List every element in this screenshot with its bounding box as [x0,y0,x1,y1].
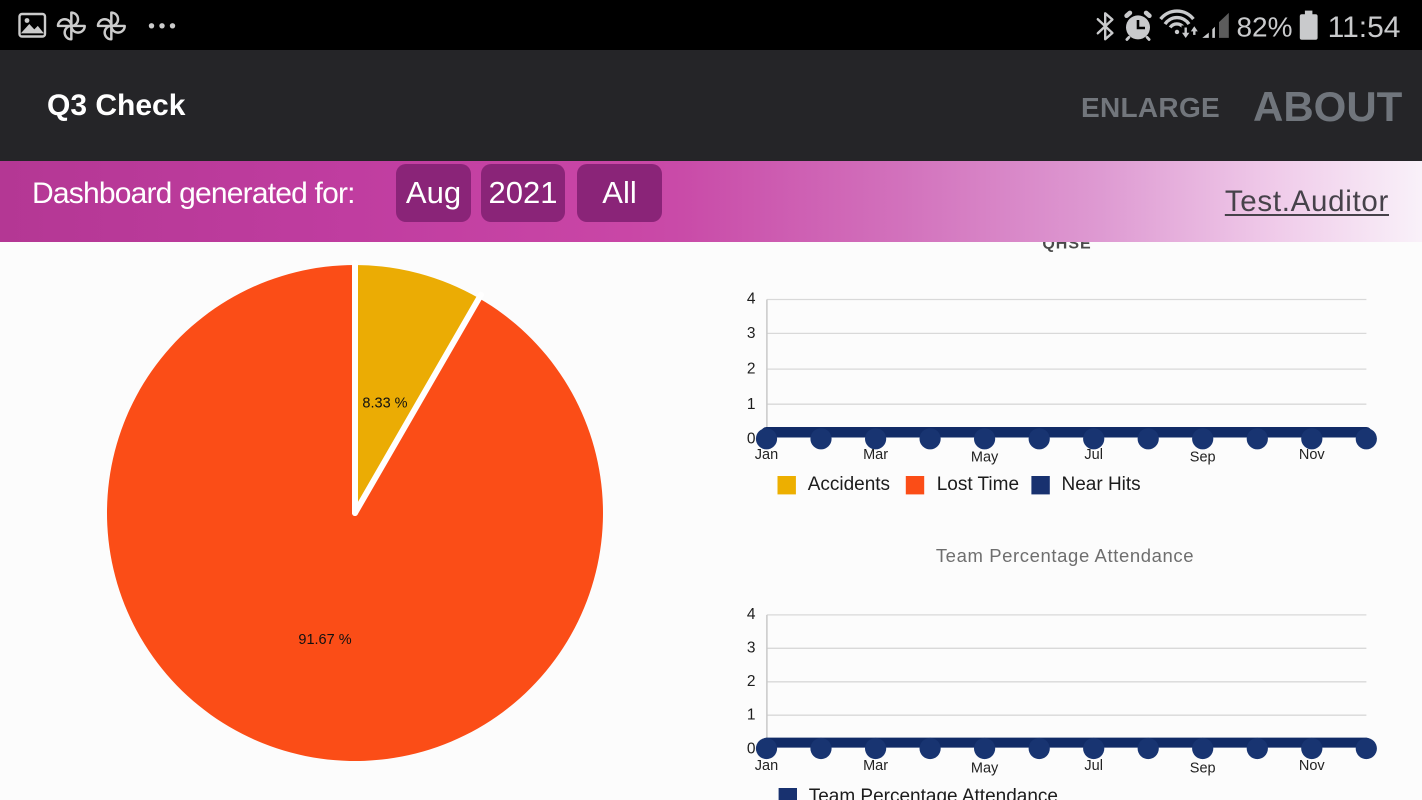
svg-text:3: 3 [747,640,756,657]
svg-text:Mar: Mar [863,447,888,463]
svg-text:8.33 %: 8.33 % [362,396,407,412]
svg-text:82%: 82% [1236,12,1292,43]
svg-text:0: 0 [747,740,756,757]
svg-text:91.67 %: 91.67 % [298,632,351,648]
svg-text:Accidents: Accidents [808,474,890,495]
svg-text:May: May [971,761,999,777]
svg-text:Sep: Sep [1190,450,1216,466]
svg-text:4: 4 [747,291,756,308]
svg-text:Nov: Nov [1299,447,1326,463]
svg-text:Near Hits: Near Hits [1062,474,1141,495]
svg-text:Team Percentage Attendance: Team Percentage Attendance [936,545,1194,566]
svg-text:Sep: Sep [1190,761,1216,777]
svg-text:Jan: Jan [755,758,778,774]
svg-text:1: 1 [747,707,756,724]
svg-text:Jan: Jan [755,447,778,463]
svg-text:2: 2 [747,673,756,690]
svg-text:2: 2 [747,361,756,378]
svg-text:Nov: Nov [1299,758,1326,774]
svg-text:1: 1 [747,396,756,413]
svg-text:4: 4 [747,606,756,623]
svg-text:Jul: Jul [1084,758,1103,774]
svg-text:Lost Time: Lost Time [937,474,1019,495]
svg-text:11:54: 11:54 [1328,11,1401,44]
svg-text:Jul: Jul [1084,447,1103,463]
svg-text:Team Percentage Attendance: Team Percentage Attendance [809,786,1058,800]
svg-text:May: May [971,450,999,466]
svg-text:0: 0 [747,430,756,447]
svg-text:Mar: Mar [863,758,888,774]
svg-text:3: 3 [747,325,756,342]
